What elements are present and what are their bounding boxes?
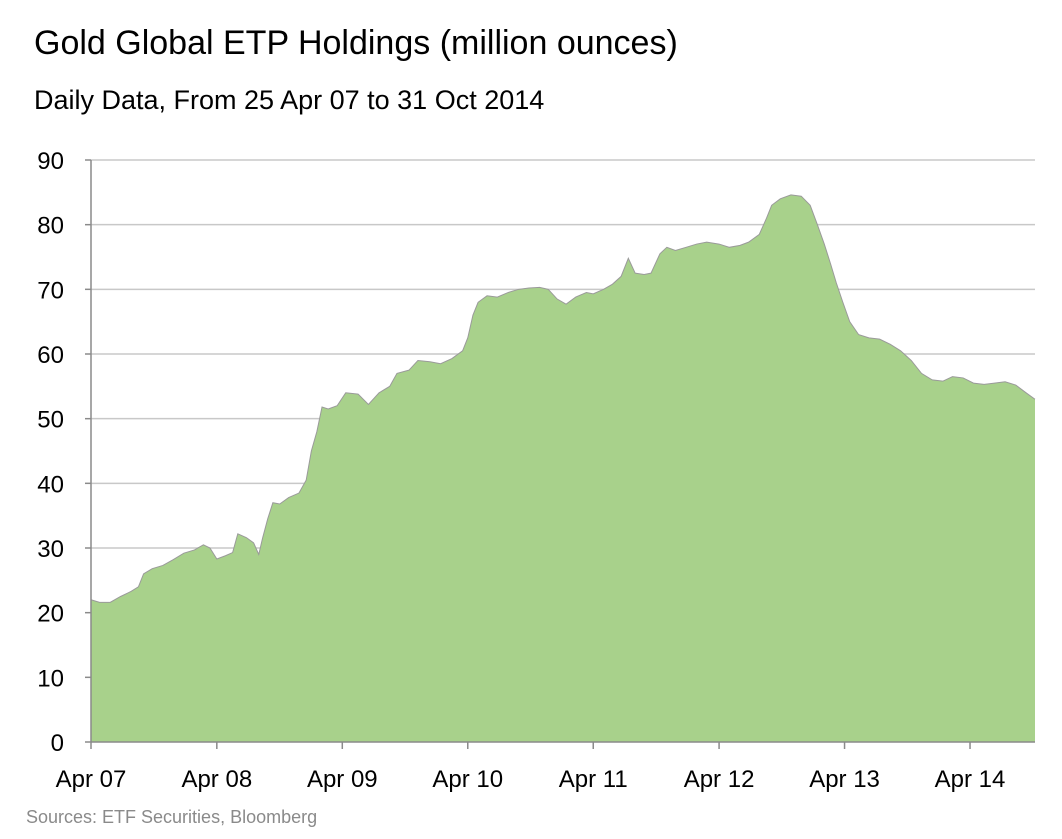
y-tick-label-80: 80: [37, 213, 64, 240]
y-tick-label-10: 10: [37, 665, 64, 692]
x-tick-label: Apr 09: [307, 766, 378, 793]
y-tick-label-60: 60: [37, 342, 64, 369]
y-tick-label-50: 50: [37, 407, 64, 434]
y-tick-label-20: 20: [37, 601, 64, 628]
x-tick-label: Apr 08: [181, 766, 252, 793]
y-tick-label-0: 0: [51, 730, 64, 757]
holdings-area: [91, 194, 1035, 743]
x-tick-label: Apr 11: [559, 766, 628, 793]
x-tick-label: Apr 12: [684, 766, 755, 793]
y-tick-label-30: 30: [37, 536, 64, 563]
chart-subtitle: Daily Data, From 25 Apr 07 to 31 Oct 201…: [34, 85, 545, 115]
holdings-edge-line: [90, 194, 1036, 603]
source-note: Sources: ETF Securities, Bloomberg: [26, 807, 318, 827]
chart-title: Gold Global ETP Holdings (million ounces…: [34, 24, 678, 62]
x-tick-label: Apr 10: [432, 766, 503, 793]
area-series: [90, 194, 1036, 743]
y-tick-label-90: 90: [37, 148, 64, 175]
x-tick-label: Apr 13: [809, 766, 880, 793]
x-tick-label: Apr 07: [56, 766, 127, 793]
x-tick-label: Apr 14: [935, 766, 1006, 793]
axes: [85, 159, 1035, 749]
y-tick-label-70: 70: [37, 277, 64, 304]
y-tick-label-40: 40: [37, 471, 64, 498]
tick-labels: 0 10 20 30 40 50 60 70 80 90 Apr 07 Apr 08 Apr 09 Apr…: [37, 148, 1005, 793]
